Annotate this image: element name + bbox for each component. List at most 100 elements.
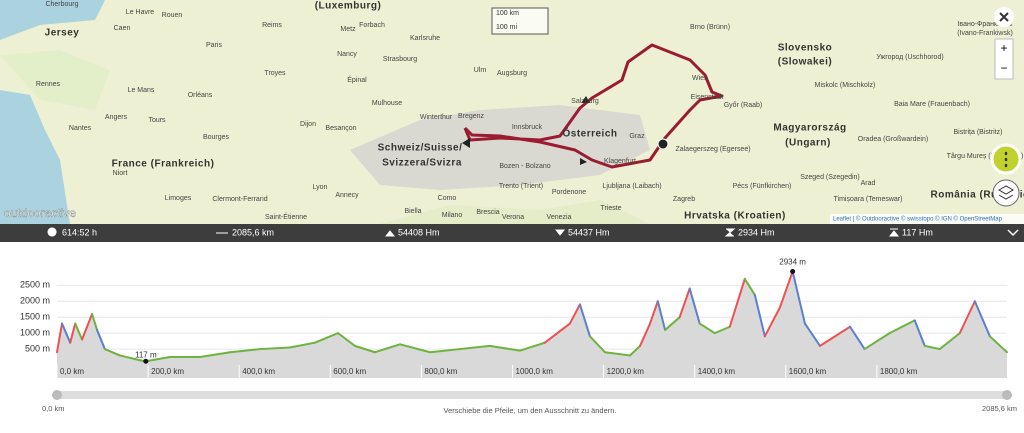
plain [380,200,650,224]
profile-segment [568,303,581,325]
profile-segment [973,300,991,338]
slider-handle-right[interactable] [1002,390,1012,400]
scale-mi: 100 mi [496,24,517,31]
map-label: Le Havre [126,9,155,16]
map-label: Dijon [300,121,316,128]
y-tick-label: 500 m [25,343,50,353]
profile-segment [753,293,766,338]
map-label: Eisenstadt [691,94,724,101]
profile-segment [337,332,356,347]
stats: 614:52 h 2085,6 km 54408 Hm 54437 Hm 293… [47,227,1019,237]
map-label: Timișoara (Temeswar) [834,196,903,203]
map-label: Trieste [600,205,621,212]
min-marker [143,358,149,364]
x-tick-label: 1600,0 km [789,367,827,376]
profile-segment [199,351,232,359]
profile-segment [688,287,701,325]
map-label: Biella [404,208,421,215]
profile-segment [578,303,591,338]
map-label: Zalaegerszeg (Egersee) [675,146,750,153]
slider-hint: Verschiebe die Pfeile, um den Ausschnitt… [443,406,616,415]
map-label: România (Rumänien) [930,190,1024,201]
profile-segment [429,348,462,354]
zoom-out[interactable]: − [1000,61,1007,75]
collapse-toggle[interactable] [1007,229,1019,237]
profile-segment [488,344,521,352]
profile-segment [313,332,340,344]
profile-segment [678,287,691,319]
profile-segment [639,322,652,347]
route-arrow [462,138,470,148]
profile-segment [81,313,94,341]
sea [0,90,70,224]
map-label: Pordenone [552,189,586,196]
map-label: Szeged (Szegedin) [800,174,860,181]
slider-handle-left[interactable] [52,390,62,400]
profile-segment [649,300,659,325]
profile-segment [698,322,716,335]
map-label: Como [438,195,457,202]
profile-segment [518,341,546,352]
map-label: Angers [105,114,128,121]
profile-segment [863,332,891,351]
profile-segment [398,343,432,354]
map-label: Österreich [562,127,617,140]
map-label: Ljubljana (Laibach) [602,183,661,190]
layers-button[interactable] [992,179,1020,207]
map-label: Târgu Mureș (Neumarkt) [947,153,1024,160]
x-tick-label: 400,0 km [242,367,275,376]
sea [0,0,105,40]
close-icon [999,12,1009,22]
map-label: Forbach [359,22,385,29]
map-label: Tours [148,117,166,124]
map-label: Zagreb [673,196,695,203]
map-label: Ужгород (Uschhorod) [876,54,943,61]
map-label: France (Frankreich) [112,159,215,170]
profile-segment [229,348,262,354]
map-label: Caen [114,25,131,32]
map-label: Strasbourg [383,56,417,63]
map-label: Limoges [165,195,192,202]
stat-lowest: 117 Hm [902,227,933,237]
map-label: Івано-Франківськ [957,20,1013,28]
profile-segment [69,322,77,344]
map-label: Bourges [203,134,230,141]
map-label: Épinal [347,75,367,84]
attribution-bg [830,214,1024,224]
zoom-in[interactable]: + [1000,41,1007,55]
stat-distance: 2085,6 km [232,227,274,237]
map-label: Metz [340,26,356,33]
profile-segment [778,270,794,309]
map-label: Cherbourg [45,1,78,8]
stat-descent: 54437 Hm [568,227,610,237]
map-label: Arad [861,180,876,187]
slider-track[interactable] [57,391,1007,399]
map-label: Annecy [335,192,359,199]
map-label: Besançon [325,125,356,132]
route [463,43,724,169]
map-label: Baia Mare (Frauenbach) [894,101,970,108]
profile-segment [664,316,681,331]
profile-segment [713,325,731,335]
map-label: Lyon [313,184,328,191]
profile-segment [791,270,806,325]
map-label: Nantes [69,125,92,132]
map-label: Brescia [476,209,499,216]
map-label: (Ivano-Frankiwsk) [957,30,1013,37]
map-label: Winterthur [420,114,453,121]
map-label: Bistrița (Bistritz) [954,129,1003,136]
map-label: Nancy [337,51,357,58]
stat-ascent: 54408 Hm [398,227,440,237]
profile-segment [91,313,99,331]
map-label: Reims [262,22,282,29]
map-label: Saint-Étienne [265,212,307,221]
profile-segment [588,335,606,354]
profile-segment [888,319,916,335]
x-tick-label: 200,0 km [151,367,184,376]
map-label: Wien [692,75,708,82]
elevation-profile: 500 m 1000 m 1500 m 2000 m 2500 m 0,0 km 200,0… [20,258,1008,378]
map-label: Augsburg [497,70,527,77]
map-label: Miskolc (Mischkolz) [815,82,876,89]
